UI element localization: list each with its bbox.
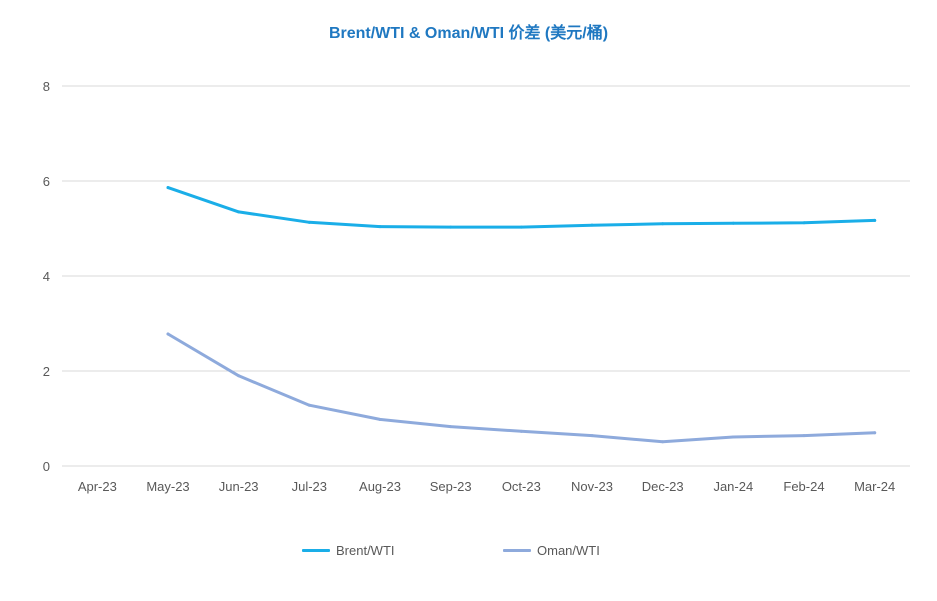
series-lines xyxy=(166,186,877,444)
data-point-brent-wti xyxy=(802,221,806,225)
y-tick-label: 6 xyxy=(43,174,50,189)
legend-label-oman-wti: Oman/WTI xyxy=(537,543,600,558)
x-tick-label: Dec-23 xyxy=(642,479,684,494)
data-point-oman-wti xyxy=(237,374,241,378)
legend: Brent/WTI Oman/WTI xyxy=(0,543,937,563)
x-tick-label: Apr-23 xyxy=(78,479,117,494)
gridlines xyxy=(62,85,910,467)
x-tick-label: May-23 xyxy=(146,479,189,494)
data-point-brent-wti xyxy=(449,225,453,229)
data-point-oman-wti xyxy=(449,425,453,429)
data-point-brent-wti xyxy=(661,222,665,226)
data-point-brent-wti xyxy=(166,186,170,190)
x-tick-label: Jan-24 xyxy=(713,479,753,494)
data-point-brent-wti xyxy=(873,218,877,222)
y-axis-ticks: 0 2 4 6 8 xyxy=(43,79,50,474)
legend-item-brent-wti[interactable]: Brent/WTI xyxy=(302,543,395,558)
y-tick-label: 0 xyxy=(43,459,50,474)
data-point-oman-wti xyxy=(590,434,594,438)
x-tick-label: Sep-23 xyxy=(430,479,472,494)
data-point-oman-wti xyxy=(519,429,523,433)
data-point-brent-wti xyxy=(237,210,241,214)
data-point-oman-wti xyxy=(661,440,665,444)
series-line-brent-wti xyxy=(166,186,877,229)
data-point-brent-wti xyxy=(307,220,311,224)
x-tick-label: Oct-23 xyxy=(502,479,541,494)
series-line-oman-wti xyxy=(166,332,877,444)
y-tick-label: 8 xyxy=(43,79,50,94)
chart-title: Brent/WTI & Oman/WTI 价差 (美元/桶) xyxy=(328,25,609,42)
x-tick-label: Nov-23 xyxy=(571,479,613,494)
data-point-oman-wti xyxy=(731,435,735,439)
y-tick-label: 2 xyxy=(43,364,50,379)
data-point-oman-wti xyxy=(378,417,382,421)
x-axis-ticks: Apr-23 May-23 Jun-23 Jul-23 Aug-23 Sep-23 Oct-… xyxy=(78,479,895,494)
data-point-oman-wti xyxy=(802,434,806,438)
data-point-brent-wti xyxy=(519,225,523,229)
data-point-brent-wti xyxy=(590,223,594,227)
x-tick-label: Mar-24 xyxy=(854,479,895,494)
legend-swatch-oman-wti xyxy=(503,549,531,552)
data-point-oman-wti xyxy=(307,403,311,407)
legend-item-oman-wti[interactable]: Oman/WTI xyxy=(503,543,600,558)
x-tick-label: Feb-24 xyxy=(783,479,824,494)
data-point-oman-wti xyxy=(166,332,170,336)
data-point-brent-wti xyxy=(731,221,735,225)
legend-label-brent-wti: Brent/WTI xyxy=(336,543,395,558)
x-tick-label: Aug-23 xyxy=(359,479,401,494)
data-point-brent-wti xyxy=(378,225,382,229)
x-tick-label: Jul-23 xyxy=(292,479,327,494)
x-tick-label: Jun-23 xyxy=(219,479,259,494)
data-point-oman-wti xyxy=(873,431,877,435)
legend-swatch-brent-wti xyxy=(302,549,330,552)
y-tick-label: 4 xyxy=(43,269,50,284)
